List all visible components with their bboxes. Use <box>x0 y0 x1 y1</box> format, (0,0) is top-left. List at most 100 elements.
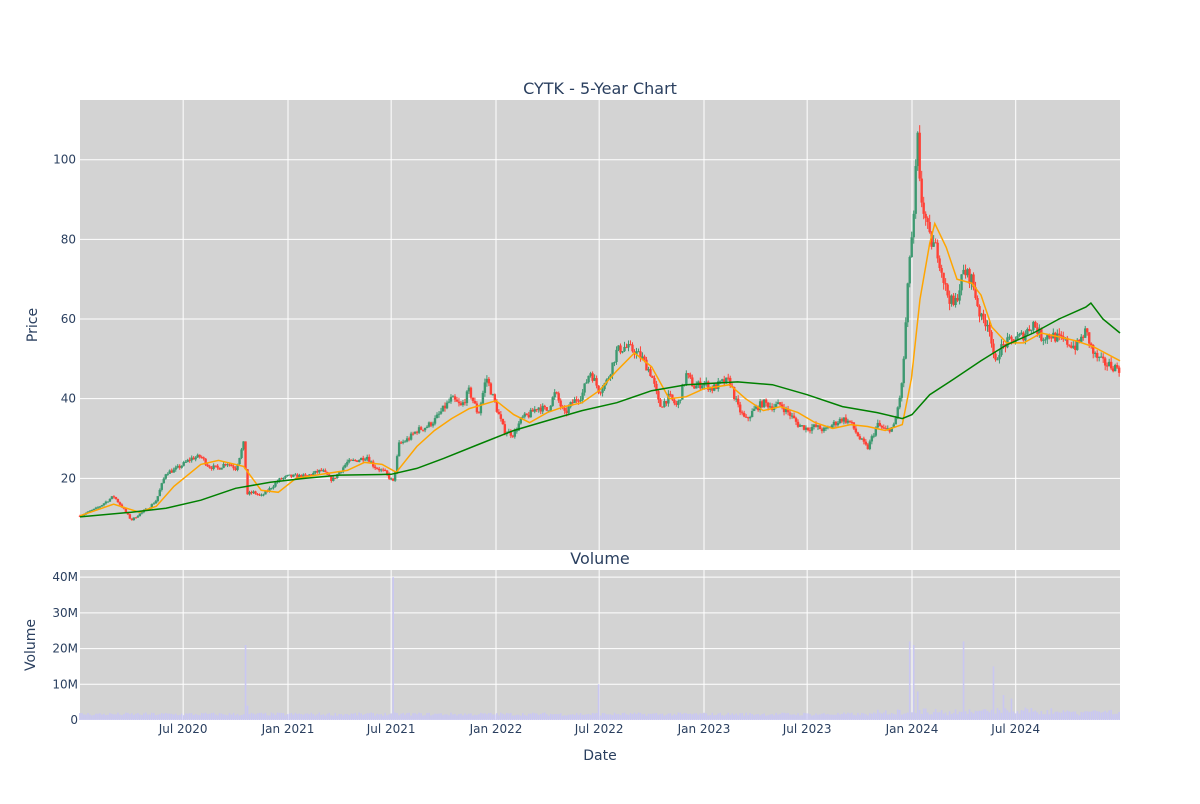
volume-bar <box>216 715 219 720</box>
volume-bar <box>767 715 769 720</box>
volume-bar <box>543 712 546 720</box>
volume-bar <box>372 712 374 720</box>
volume-bar <box>1102 712 1104 720</box>
candle-up <box>184 461 187 463</box>
candle-down <box>118 502 122 505</box>
volume-bar <box>519 715 522 720</box>
candle-down <box>880 425 883 428</box>
candle-up <box>212 465 215 469</box>
candle-down <box>806 427 810 431</box>
candle-down <box>645 359 648 371</box>
volume-bar <box>394 712 396 720</box>
volume-bar <box>218 713 221 720</box>
candle-up <box>294 474 297 476</box>
volume-bar <box>224 714 227 720</box>
volume-bar <box>723 715 726 720</box>
candle-up <box>1113 365 1117 372</box>
volume-bar <box>444 714 446 720</box>
candle-up <box>523 413 526 417</box>
volume-bar <box>360 713 363 720</box>
volume-bar <box>575 713 578 720</box>
volume-bar <box>504 714 506 720</box>
candle-up <box>174 467 177 470</box>
candle-up <box>583 383 586 393</box>
volume-bar <box>392 577 394 720</box>
candle-down <box>304 474 307 476</box>
candle-up <box>910 237 913 258</box>
volume-bar <box>958 711 961 720</box>
candle-down <box>250 492 253 494</box>
candle-up <box>609 374 612 379</box>
candle-up <box>581 392 584 400</box>
candle-down <box>723 379 726 384</box>
volume-bar <box>198 715 201 720</box>
volume-bar <box>378 714 380 720</box>
candle-up <box>1030 329 1033 331</box>
candle-down <box>978 306 981 317</box>
volume-bar <box>160 713 163 720</box>
volume-bar <box>428 712 430 720</box>
volume-bar <box>900 714 903 720</box>
volume-bar <box>627 714 630 720</box>
volume-bar <box>839 714 841 720</box>
volume-bar <box>152 713 155 720</box>
volume-bar <box>890 713 893 720</box>
volume-bar <box>466 714 468 720</box>
candle-down <box>571 402 574 404</box>
candle-down <box>429 422 433 426</box>
volume-bar <box>944 712 947 720</box>
candle-down <box>766 402 770 408</box>
volume-bar <box>781 712 783 720</box>
candle-up <box>774 404 778 408</box>
candle-down <box>124 508 128 513</box>
volume-bar <box>655 713 658 720</box>
volume-bar <box>344 713 347 720</box>
candle-down <box>421 429 425 431</box>
candle-down <box>539 407 542 412</box>
candle-up <box>332 477 335 481</box>
candle-down <box>210 467 213 469</box>
candle-up <box>152 503 155 505</box>
volume-bar <box>312 714 315 720</box>
volume-grid <box>80 570 1120 721</box>
volume-bar <box>450 712 452 720</box>
volume-bar <box>346 714 349 720</box>
volume-bar <box>583 714 586 720</box>
volume-bar <box>539 713 542 720</box>
volume-bar <box>747 715 749 720</box>
volume-bar <box>111 713 113 720</box>
volume-bar <box>1062 710 1065 720</box>
candle-up <box>1032 321 1035 330</box>
candle-up <box>166 473 169 475</box>
candle-up <box>872 435 876 437</box>
volume-bar <box>154 715 157 720</box>
candle-up <box>908 257 911 284</box>
candle-down <box>411 433 415 435</box>
volume-bar <box>591 712 594 720</box>
candle-up <box>156 496 159 502</box>
volume-bar <box>326 713 329 720</box>
candle-down <box>459 403 463 406</box>
candle-up <box>409 433 413 440</box>
volume-bar <box>709 715 712 720</box>
volume-bar <box>968 709 971 720</box>
volume-bar <box>605 714 608 720</box>
candle-down <box>792 415 796 419</box>
candle-down <box>501 418 505 425</box>
volume-bar <box>649 713 652 720</box>
volume-bar <box>1066 710 1069 720</box>
candle-up <box>104 501 108 504</box>
volume-bar <box>336 715 339 720</box>
volume-bar <box>115 714 117 720</box>
candle-down <box>1070 345 1073 348</box>
candle-down <box>383 470 387 472</box>
candle-down <box>788 412 792 416</box>
volume-bar <box>956 714 959 720</box>
volume-bar <box>176 715 179 720</box>
candle-up <box>433 418 437 424</box>
volume-y-tick-label: 20M <box>52 642 78 656</box>
volume-bar <box>631 714 634 720</box>
volume-bar <box>555 714 558 720</box>
candle-up <box>1084 328 1087 338</box>
volume-bar <box>143 713 145 720</box>
